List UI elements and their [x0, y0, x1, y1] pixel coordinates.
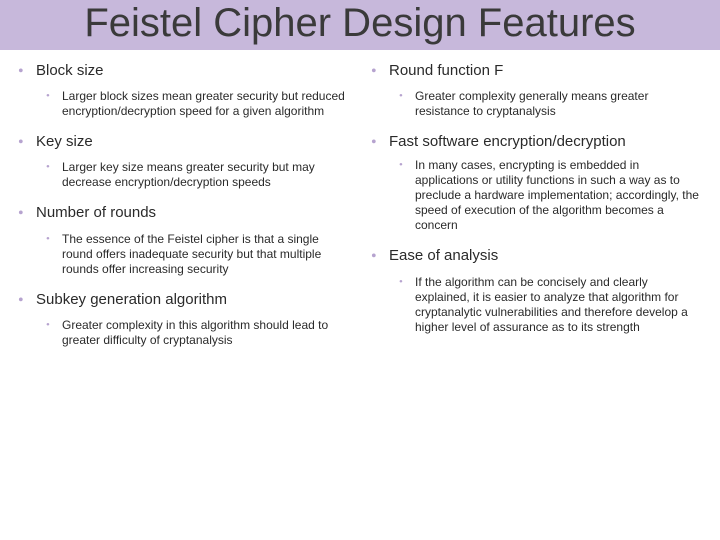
item-body: In many cases, encrypting is embedded in…	[415, 158, 702, 233]
content-area: • Block size • Larger block sizes mean g…	[0, 50, 720, 372]
list-item: • Ease of analysis	[371, 247, 702, 266]
item-body: Larger key size means greater security b…	[62, 160, 349, 190]
list-subitem: • In many cases, encrypting is embedded …	[399, 158, 702, 233]
list-item: • Key size	[18, 133, 349, 152]
list-subitem: • Greater complexity generally means gre…	[399, 89, 702, 119]
list-item: • Number of rounds	[18, 204, 349, 223]
bullet-icon: •	[371, 133, 389, 152]
item-body: If the algorithm can be concisely and cl…	[415, 275, 702, 335]
item-heading: Number of rounds	[36, 204, 156, 222]
item-heading: Subkey generation algorithm	[36, 291, 227, 309]
item-body: Larger block sizes mean greater security…	[62, 89, 349, 119]
bullet-icon: •	[399, 158, 415, 173]
bullet-icon: •	[399, 89, 415, 104]
list-subitem: • Larger block sizes mean greater securi…	[46, 89, 349, 119]
slide-title: Feistel Cipher Design Features	[0, 2, 720, 44]
bullet-icon: •	[371, 62, 389, 81]
list-subitem: • If the algorithm can be concisely and …	[399, 275, 702, 335]
right-column: • Round function F • Greater complexity …	[371, 62, 702, 362]
item-heading: Fast software encryption/decryption	[389, 133, 626, 151]
item-body: Greater complexity in this algorithm sho…	[62, 318, 349, 348]
list-item: • Subkey generation algorithm	[18, 291, 349, 310]
list-subitem: • Larger key size means greater security…	[46, 160, 349, 190]
bullet-icon: •	[371, 247, 389, 266]
bullet-icon: •	[46, 232, 62, 247]
item-heading: Key size	[36, 133, 93, 151]
item-body: Greater complexity generally means great…	[415, 89, 702, 119]
bullet-icon: •	[18, 62, 36, 81]
item-body: The essence of the Feistel cipher is tha…	[62, 232, 349, 277]
left-column: • Block size • Larger block sizes mean g…	[18, 62, 349, 362]
item-heading: Block size	[36, 62, 104, 80]
list-subitem: • The essence of the Feistel cipher is t…	[46, 232, 349, 277]
title-band: Feistel Cipher Design Features	[0, 0, 720, 50]
list-item: • Block size	[18, 62, 349, 81]
bullet-icon: •	[18, 133, 36, 152]
item-heading: Round function F	[389, 62, 503, 80]
bullet-icon: •	[399, 275, 415, 290]
bullet-icon: •	[18, 291, 36, 310]
list-subitem: • Greater complexity in this algorithm s…	[46, 318, 349, 348]
bullet-icon: •	[46, 160, 62, 175]
item-heading: Ease of analysis	[389, 247, 498, 265]
bullet-icon: •	[46, 318, 62, 333]
bullet-icon: •	[18, 204, 36, 223]
list-item: • Round function F	[371, 62, 702, 81]
bullet-icon: •	[46, 89, 62, 104]
list-item: • Fast software encryption/decryption	[371, 133, 702, 152]
